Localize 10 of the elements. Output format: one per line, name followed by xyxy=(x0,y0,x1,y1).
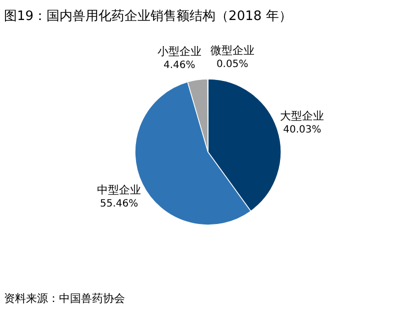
data-label: 0.05% xyxy=(216,59,248,70)
slice-label: 微型企业 xyxy=(210,44,254,58)
data-label: 4.46% xyxy=(163,60,196,72)
text: 资料来源：中国兽药协会 xyxy=(4,292,125,305)
chart-title: 图19：国内兽用化药企业销售额结构（2018 年） xyxy=(4,9,292,24)
slice-label: 中型企业 xyxy=(97,184,142,196)
data-label: 55.46% xyxy=(100,198,138,210)
slice-label: 大型企业 xyxy=(280,109,324,122)
slice-label: 小型企业 xyxy=(157,45,202,58)
data-label: 40.03% xyxy=(283,124,322,136)
